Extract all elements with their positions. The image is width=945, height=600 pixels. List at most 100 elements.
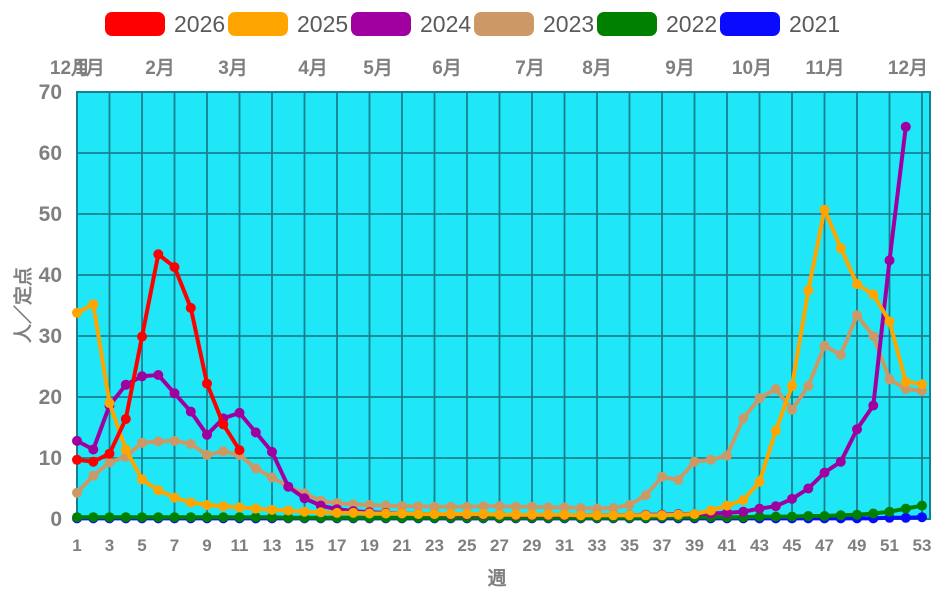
x-tick-label: 35 [620, 536, 639, 555]
y-tick-label: 70 [39, 81, 62, 104]
series-point-2023 [673, 475, 684, 485]
series-point-2026 [169, 262, 180, 273]
month-label: 9月 [665, 58, 695, 79]
series-point-2022 [770, 511, 781, 522]
series-point-2024 [884, 255, 895, 266]
series-point-2023 [884, 374, 895, 385]
series-point-2023 [250, 463, 261, 474]
x-tick-label: 43 [750, 536, 769, 555]
series-point-2025 [315, 507, 326, 518]
series-point-2026 [218, 419, 229, 430]
series-point-2025 [250, 503, 261, 514]
series-point-2022 [267, 512, 277, 523]
series-point-2022 [868, 508, 879, 519]
series-point-2023 [835, 349, 846, 360]
legend-swatch-2022 [597, 12, 657, 36]
series-point-2026 [202, 378, 212, 389]
legend-item-2022: 2022 [597, 12, 717, 36]
series-point-2025 [104, 398, 115, 409]
series-point-2025 [787, 381, 797, 391]
y-axis-title: 人／定点 [13, 266, 35, 344]
x-tick-label: 37 [653, 536, 672, 555]
series-point-2025 [234, 502, 245, 513]
legend-label: 2021 [789, 11, 841, 37]
month-label: 11月 [805, 58, 844, 79]
x-tick-label: 27 [490, 536, 509, 555]
series-point-2025 [218, 501, 229, 512]
series-point-2025 [348, 507, 359, 518]
legend-label: 2026 [174, 11, 226, 37]
series-point-2024 [137, 371, 147, 382]
series-point-2022 [787, 511, 797, 522]
series-point-2025 [559, 509, 570, 520]
series-point-2025 [185, 497, 196, 508]
x-tick-label: 33 [588, 536, 607, 555]
series-point-2025 [657, 510, 667, 521]
series-point-2025 [803, 285, 814, 296]
series-point-2023 [218, 446, 229, 457]
series-point-2025 [462, 509, 472, 520]
y-tick-label: 40 [39, 264, 62, 287]
series-point-2022 [234, 512, 245, 523]
series-point-2022 [917, 500, 927, 511]
series-point-2024 [234, 407, 245, 418]
x-tick-label: 53 [913, 536, 932, 555]
series-point-2025 [332, 507, 342, 518]
series-point-2023 [104, 457, 115, 468]
series-point-2023 [137, 437, 147, 448]
series-point-2022 [72, 512, 82, 523]
series-point-2025 [884, 316, 895, 327]
x-tick-label: 29 [523, 536, 542, 555]
series-point-2025 [510, 509, 521, 520]
series-point-2023 [462, 501, 472, 512]
series-point-2025 [267, 504, 277, 515]
series-point-2024 [202, 429, 212, 440]
series-point-2021 [917, 512, 927, 523]
series-point-2026 [72, 454, 82, 465]
series-point-2024 [738, 506, 749, 517]
series-point-2023 [445, 501, 456, 512]
series-point-2023 [267, 472, 277, 483]
series-point-2026 [234, 445, 245, 456]
series-point-2022 [169, 512, 180, 523]
month-label: 1月 [75, 58, 105, 79]
series-point-2024 [787, 493, 797, 504]
series-point-2022 [884, 506, 895, 517]
month-label: 6月 [432, 58, 462, 79]
series-point-2025 [624, 510, 635, 521]
series-point-2025 [689, 509, 700, 520]
month-label: 5月 [363, 58, 393, 79]
series-point-2024 [250, 427, 261, 438]
x-tick-label: 21 [393, 536, 412, 555]
series-point-2024 [803, 483, 814, 494]
series-point-2023 [689, 456, 700, 467]
series-point-2022 [104, 512, 115, 523]
series-point-2022 [250, 512, 261, 523]
series-point-2022 [835, 510, 846, 521]
series-point-2021 [900, 512, 911, 523]
month-label: 7月 [515, 58, 545, 79]
y-tick-label: 50 [39, 203, 62, 226]
legend-item-2026: 2026 [105, 12, 225, 36]
month-label: 3月 [218, 58, 248, 79]
x-axis-title: 週 [487, 568, 507, 590]
series-point-2023 [380, 500, 391, 511]
series-point-2023 [494, 501, 505, 512]
x-tick-label: 17 [328, 536, 347, 555]
series-point-2025 [900, 376, 911, 387]
series-point-2026 [88, 456, 99, 467]
series-point-2025 [380, 508, 391, 519]
series-point-2023 [575, 503, 586, 513]
series-point-2025 [754, 476, 765, 487]
series-point-2024 [835, 456, 846, 467]
series-point-2025 [72, 307, 82, 318]
x-tick-label: 45 [783, 536, 802, 555]
x-tick-label: 1 [72, 536, 81, 555]
series-point-2023 [88, 470, 99, 481]
series-point-2024 [120, 379, 131, 390]
legend-label: 2023 [543, 11, 595, 37]
series-point-2023 [819, 340, 830, 351]
series-point-2025 [527, 509, 537, 520]
